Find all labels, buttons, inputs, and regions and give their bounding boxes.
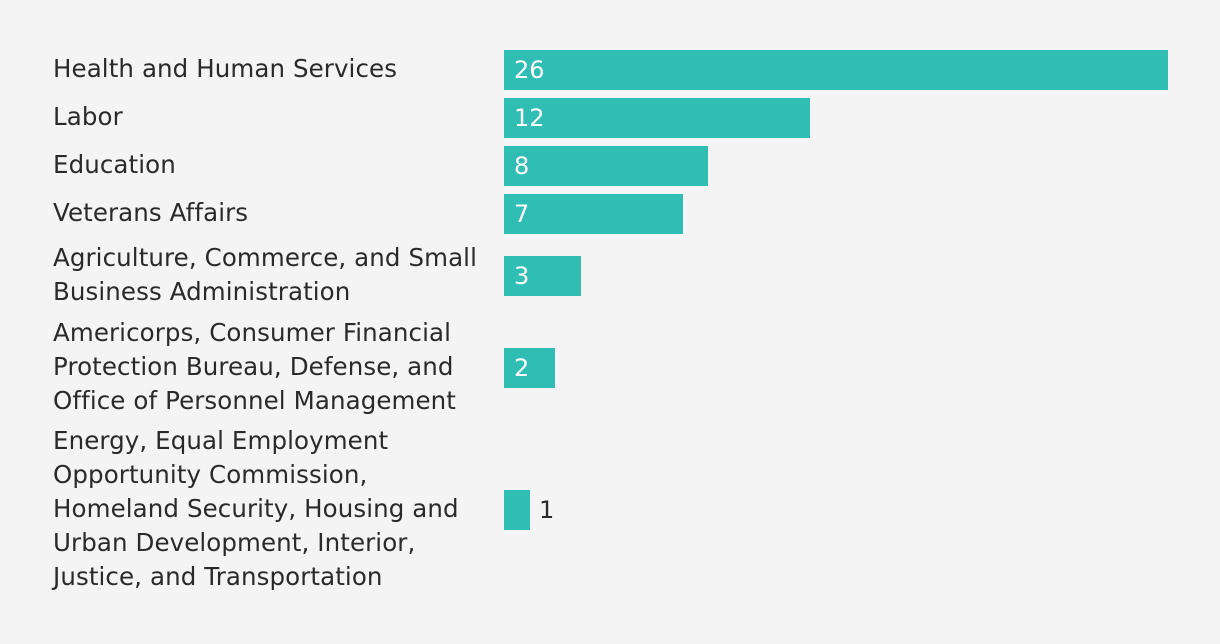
bar xyxy=(504,256,581,296)
bar-value-label: 26 xyxy=(514,56,545,84)
category-label: Education xyxy=(53,150,176,179)
category-label: Labor xyxy=(53,102,123,131)
bar-value-label: 3 xyxy=(514,262,530,290)
bar xyxy=(504,490,530,530)
bar xyxy=(504,194,683,234)
bar-value-label: 1 xyxy=(539,496,555,524)
bar-value-label: 2 xyxy=(514,354,530,382)
bar xyxy=(504,348,555,388)
category-label: Energy, Equal Employment Opportunity Com… xyxy=(53,426,459,591)
category-label: Americorps, Consumer Financial Protectio… xyxy=(53,318,456,415)
bar-value-label: 7 xyxy=(514,200,530,228)
bar-value-label: 12 xyxy=(514,104,545,132)
bar xyxy=(504,98,810,138)
category-label: Veterans Affairs xyxy=(53,198,249,227)
category-label: Health and Human Services xyxy=(53,54,398,83)
bar xyxy=(504,146,708,186)
category-label: Agriculture, Commerce, and Small Busines… xyxy=(53,243,477,306)
bar-value-label: 8 xyxy=(514,152,530,180)
bar xyxy=(504,50,1168,90)
